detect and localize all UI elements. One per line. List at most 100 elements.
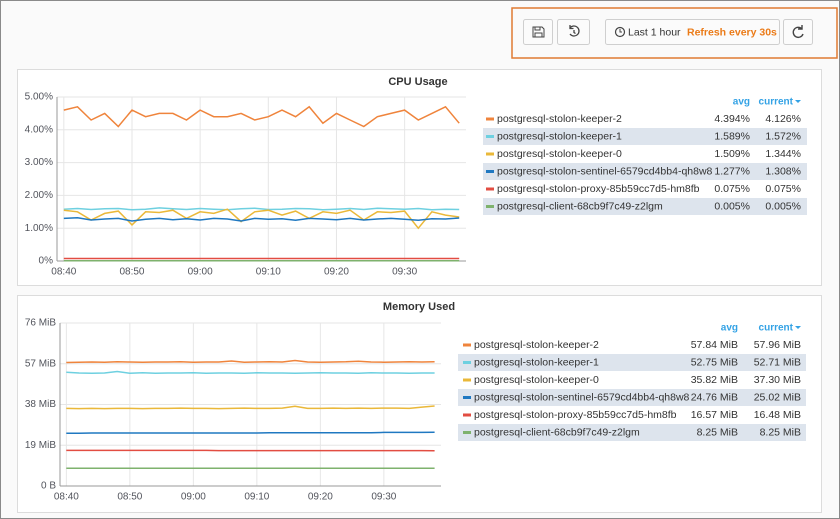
legend-header: avg	[721, 323, 738, 334]
sort-icon	[795, 100, 801, 103]
series-line	[66, 431, 435, 434]
legend-name[interactable]: postgresql-client-68cb9f7c49-z2lgm	[497, 200, 663, 212]
legend-current: 1.572%	[765, 130, 801, 142]
y-tick-label: 1.00%	[25, 223, 53, 234]
legend-current: 1.308%	[765, 165, 801, 177]
legend-name[interactable]: postgresql-stolon-keeper-1	[474, 356, 599, 368]
legend-row-bg	[458, 424, 806, 441]
legend-row-bg	[458, 354, 806, 371]
legend-avg: 4.394%	[714, 113, 750, 125]
x-tick-label: 09:20	[324, 267, 349, 278]
legend-name[interactable]: postgresql-stolon-proxy-85b59cc7d5-hm8fb	[474, 409, 677, 421]
y-tick-label: 57 MiB	[25, 358, 56, 369]
legend-avg: 16.57 MiB	[691, 409, 738, 421]
legend-swatch	[486, 135, 494, 138]
y-tick-label: 38 MiB	[25, 399, 56, 410]
series-line	[63, 207, 460, 211]
legend-avg: 1.277%	[714, 165, 750, 177]
x-tick-label: 09:20	[308, 492, 333, 503]
legend-name[interactable]: postgresql-stolon-keeper-0	[474, 374, 599, 386]
legend-avg: 35.82 MiB	[691, 374, 738, 386]
legend-name[interactable]: postgresql-stolon-sentinel-6579cd4bb4-qh…	[497, 165, 713, 177]
legend-current: 57.96 MiB	[754, 339, 801, 351]
legend-avg: 0.075%	[714, 183, 750, 195]
legend-current: 4.126%	[765, 113, 801, 125]
highlight-box	[511, 7, 838, 59]
legend-row-bg	[458, 389, 806, 406]
time-range: Last 1 hour	[628, 26, 681, 38]
save-button[interactable]	[523, 19, 553, 45]
legend-avg: 1.509%	[714, 148, 750, 160]
legend-name[interactable]: postgresql-stolon-keeper-0	[497, 148, 622, 160]
legend-avg: 52.75 MiB	[691, 356, 738, 368]
legend-header: avg	[733, 97, 750, 108]
legend-name[interactable]: postgresql-stolon-keeper-2	[474, 339, 599, 351]
legend-current: 25.02 MiB	[754, 391, 801, 403]
chart-title: Memory Used	[383, 301, 455, 313]
legend-avg: 24.76 MiB	[691, 391, 738, 403]
series-line	[63, 105, 460, 128]
y-tick-label: 4.00%	[25, 124, 53, 135]
legend-header: current	[759, 323, 794, 334]
legend-swatch	[463, 396, 471, 399]
legend-swatch	[486, 170, 494, 173]
y-tick-label: 5.00%	[25, 92, 53, 103]
legend-avg: 57.84 MiB	[691, 339, 738, 351]
revert-button[interactable]	[557, 19, 590, 45]
legend-avg: 8.25 MiB	[697, 426, 738, 438]
legend-current: 1.344%	[765, 148, 801, 160]
x-tick-label: 08:40	[54, 492, 79, 503]
x-tick-label: 09:00	[188, 267, 213, 278]
legend-swatch	[486, 152, 494, 156]
legend-swatch	[463, 431, 471, 434]
legend-current: 37.30 MiB	[754, 374, 801, 386]
chart-title: CPU Usage	[388, 76, 447, 88]
legend-row-bg	[483, 128, 807, 145]
x-tick-label: 09:00	[181, 492, 206, 503]
legend-swatch	[486, 187, 494, 191]
y-tick-label: 0%	[39, 256, 54, 267]
legend-avg: 1.589%	[714, 130, 750, 142]
time-picker[interactable]: Last 1 hour Refresh every 30s	[605, 19, 780, 45]
legend-swatch	[486, 205, 494, 208]
y-tick-label: 76 MiB	[25, 318, 56, 329]
series-line	[63, 208, 460, 230]
x-tick-label: 09:30	[371, 492, 396, 503]
legend-header: current	[759, 97, 794, 108]
y-tick-label: 2.00%	[25, 190, 53, 201]
legend-name[interactable]: postgresql-stolon-keeper-2	[497, 113, 622, 125]
series-line	[66, 359, 435, 364]
legend-swatch	[486, 117, 494, 121]
y-tick-label: 19 MiB	[25, 440, 56, 451]
legend-swatch	[463, 361, 471, 364]
x-tick-label: 08:50	[117, 492, 142, 503]
x-tick-label: 08:50	[119, 267, 144, 278]
legend-avg: 0.005%	[714, 200, 750, 212]
series-line	[63, 216, 460, 222]
legend-swatch	[463, 413, 471, 417]
refresh-button[interactable]	[783, 19, 813, 45]
legend-swatch	[463, 343, 471, 347]
legend-name[interactable]: postgresql-stolon-sentinel-6579cd4bb4-qh…	[474, 391, 690, 403]
legend-current: 0.005%	[765, 200, 801, 212]
x-tick-label: 09:10	[256, 267, 281, 278]
y-tick-label: 0 B	[41, 481, 56, 492]
x-tick-label: 09:30	[392, 267, 417, 278]
legend-name[interactable]: postgresql-stolon-keeper-1	[497, 130, 622, 142]
x-tick-label: 08:40	[51, 267, 76, 278]
legend-name[interactable]: postgresql-stolon-proxy-85b59cc7d5-hm8fb	[497, 183, 700, 195]
legend-row-bg	[483, 198, 807, 215]
y-tick-label: 3.00%	[25, 157, 53, 168]
sort-icon	[795, 326, 801, 329]
legend-row-bg	[483, 163, 807, 180]
series-line	[66, 370, 435, 374]
legend-current: 16.48 MiB	[754, 409, 801, 421]
x-tick-label: 09:10	[244, 492, 269, 503]
legend-swatch	[463, 378, 471, 382]
series-line	[66, 405, 435, 410]
legend-current: 0.075%	[765, 183, 801, 195]
refresh-interval: Refresh every 30s	[687, 26, 777, 38]
legend-name[interactable]: postgresql-client-68cb9f7c49-z2lgm	[474, 426, 640, 438]
